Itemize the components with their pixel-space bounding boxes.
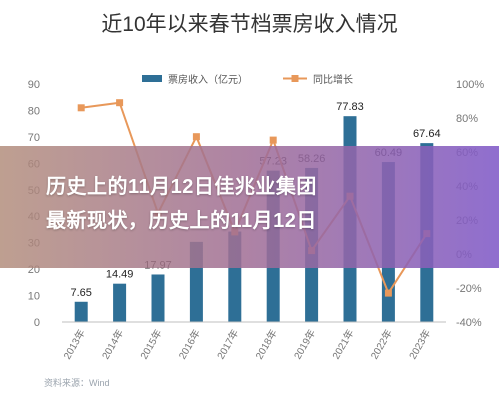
growth-point [384,289,392,297]
chart-title: 近10年以来春节档票房收入情况 [101,13,398,36]
headline-line-1: 历史上的11月12日佳兆业集团 [46,176,317,198]
right-axis-tick-label: -20% [456,283,482,295]
left-axis-tick-label: 10 [28,291,40,303]
x-axis: 2013年 2014年 2015年 2016年 2017年 2018年 2019年 2021年… [60,321,446,361]
x-axis-tick-label: 2015年 [137,327,164,361]
growth-point [269,136,277,144]
left-axis-tick-label: 80 [28,105,40,117]
x-axis-tick-label: 2023年 [406,327,433,361]
legend-line-marker [291,75,299,82]
x-axis-tick-label: 2014年 [99,327,126,361]
right-axis-tick-label: 100% [456,79,484,91]
growth-point [192,133,200,141]
growth-point [116,99,124,107]
bar [113,283,127,322]
headline-banner: 历史上的11月12日佳兆业集团 最新现状，历史上的11月12日 [0,146,499,268]
x-axis-tick-label: 2022年 [368,327,395,361]
x-axis-tick-label: 2016年 [176,327,203,361]
bar-value-label: 14.49 [106,269,134,281]
source-note: 资料来源：Wind [44,378,110,388]
growth-point [77,104,85,112]
headline-line-2: 最新现状，历史上的11月12日 [46,210,317,232]
right-axis-tick-label: 80% [456,113,478,125]
bar-value-label: 67.64 [413,128,441,140]
legend-line-label: 同比增长 [313,73,353,86]
legend: 票房收入（亿元） 同比增长 [142,73,353,86]
bar-value-label: 77.83 [336,101,364,113]
left-axis-tick-label: 70 [28,132,40,144]
x-axis-tick-label: 2013年 [60,327,87,361]
right-axis-tick-label: -40% [456,317,482,329]
x-axis-tick-label: 2019年 [291,327,318,361]
legend-bar-swatch [142,75,162,82]
bar [74,301,88,322]
legend-bar-label: 票房收入（亿元） [168,73,248,86]
bar [151,274,165,322]
bar-value-label: 7.65 [70,287,91,299]
x-axis-tick-label: 2018年 [252,327,279,361]
left-axis-tick-label: 90 [28,79,40,91]
left-axis-tick-label: 0 [34,317,40,329]
x-axis-tick-label: 2021年 [329,327,356,361]
x-axis-tick-label: 2017年 [214,327,241,361]
